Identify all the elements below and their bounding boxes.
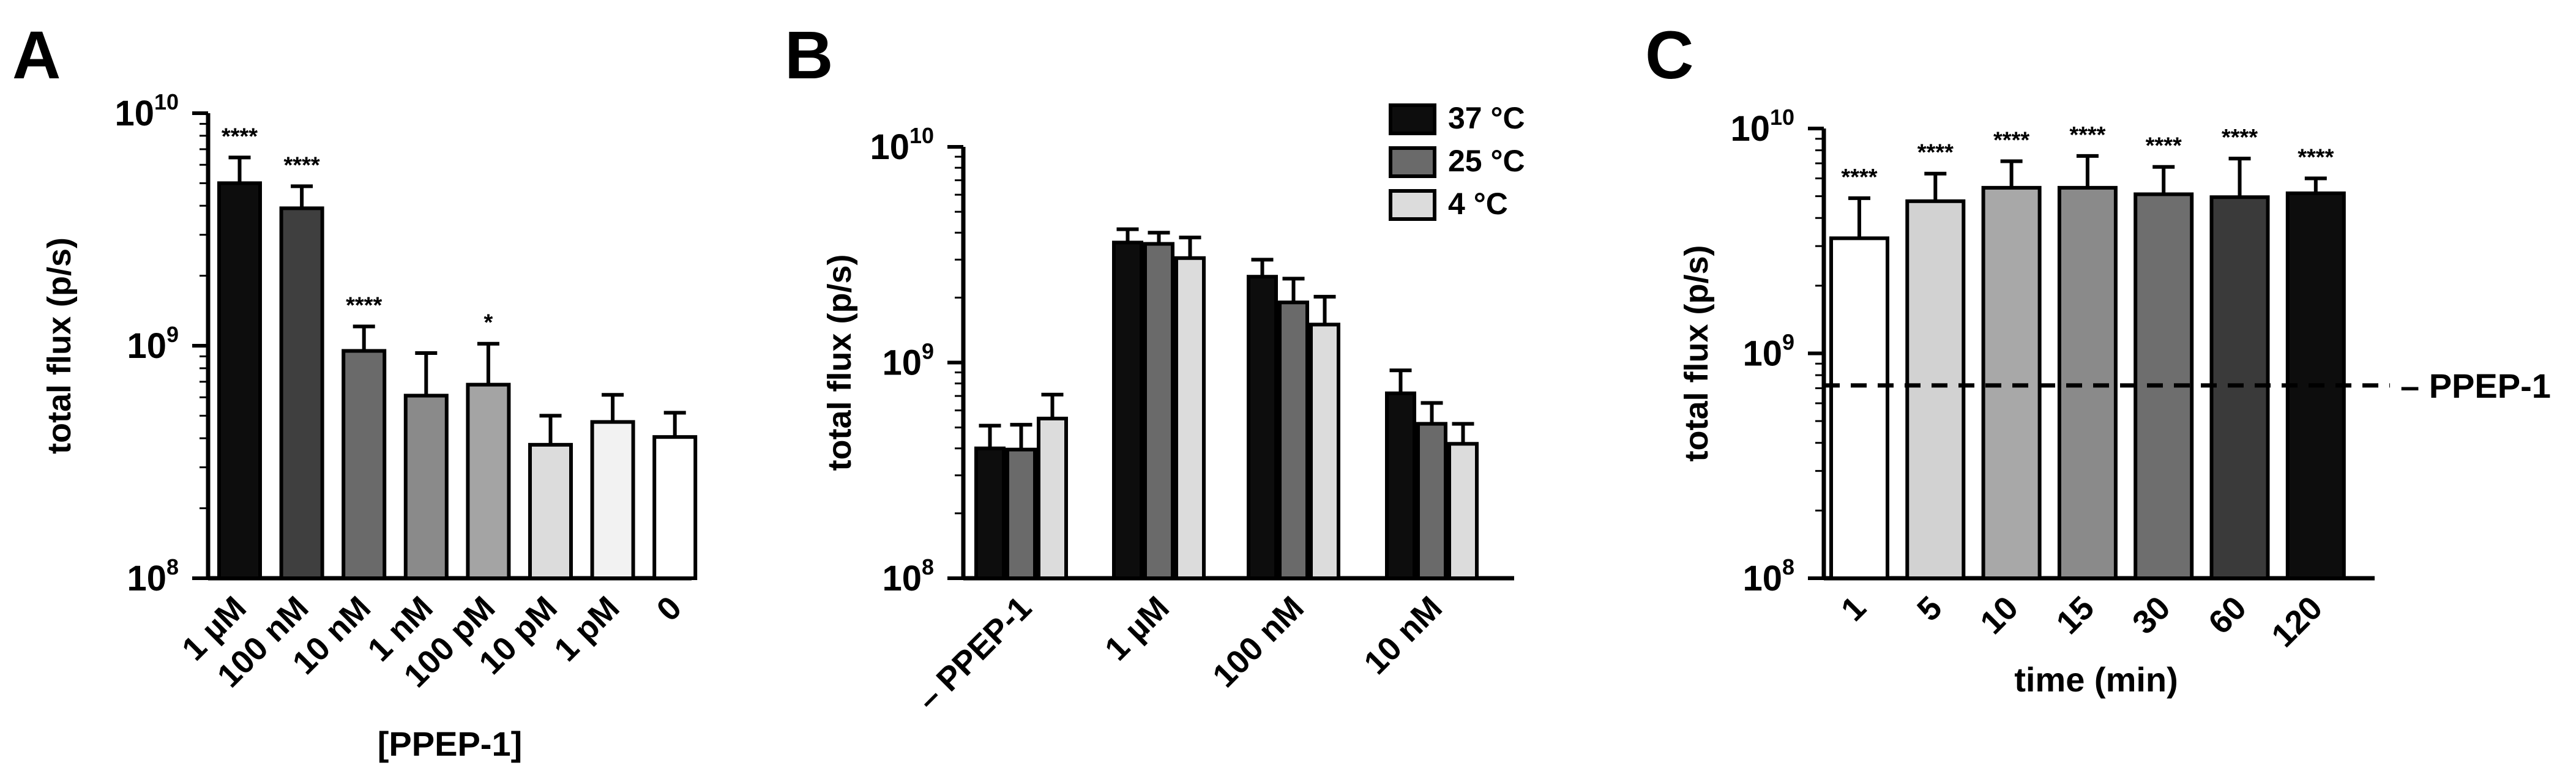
panel-letter-c: C — [1645, 18, 1693, 93]
panel-c-bar — [2057, 185, 2118, 581]
panel-a-bar — [342, 349, 387, 580]
panel-c-y-tick-base: 10 — [1742, 334, 1782, 374]
panel-a-significance: * — [484, 310, 493, 336]
panel-b-bar — [1006, 447, 1037, 580]
panel-c-y-tick-label: 109 — [1742, 330, 1794, 374]
panel-a-y-tick-label: 1010 — [114, 89, 179, 133]
panel-b-legend-label: 4 °C — [1448, 187, 1508, 221]
panel-b-y-tick-exponent: 10 — [909, 123, 934, 148]
panel-letter-b: B — [785, 18, 833, 93]
panel-b-bar — [974, 446, 1006, 581]
panel-c-bar — [1905, 199, 1966, 580]
panel-c-bar — [2209, 195, 2270, 580]
panel-b-y-tick-base: 10 — [870, 127, 909, 167]
panel-c-y-tick-label: 108 — [1742, 554, 1794, 598]
panel-a-y-tick-exponent: 9 — [166, 322, 179, 347]
panel-c-y-tick-label: 1010 — [1730, 105, 1794, 149]
panel-b-y-tick-label: 109 — [882, 339, 934, 383]
panel-c-y-tick-base: 10 — [1730, 109, 1770, 149]
panel-b-legend-label: 25 °C — [1448, 144, 1525, 178]
panel-c-significance: **** — [2146, 133, 2182, 159]
panel-b-bar — [1112, 240, 1143, 580]
panel-b-bar — [1143, 242, 1174, 580]
panel-a-category-label: 1 pM — [547, 589, 626, 668]
panel-b-y-axis-label: total flux (p/s) — [821, 255, 858, 471]
panel-a-significance: **** — [222, 124, 258, 149]
panel-a-bar — [528, 442, 573, 580]
panel-b-legend-label: 37 °C — [1448, 101, 1525, 135]
panel-b-bar — [1247, 275, 1278, 580]
panel-a-y-tick-base: 10 — [127, 559, 166, 598]
panel-b-bar — [1037, 417, 1068, 580]
panel-b-bar — [1174, 256, 1206, 580]
panel-c-category-label: 15 — [2049, 589, 2101, 641]
panel-b-legend-swatch — [1389, 103, 1436, 135]
panel-a-y-tick-label: 108 — [127, 554, 179, 598]
panel-a-x-axis-label: [PPEP-1] — [378, 724, 523, 763]
panel-b-bar — [1385, 391, 1416, 580]
panel-c-significance: **** — [2069, 122, 2105, 148]
panel-b-legend-swatch — [1389, 146, 1436, 178]
panel-letter-a: A — [12, 18, 61, 93]
panel-c-significance: **** — [1993, 128, 2029, 154]
panel-b-y-tick-exponent: 8 — [922, 554, 934, 579]
panel-b-bar — [1278, 300, 1309, 580]
panel-b-y-tick-base: 10 — [882, 343, 922, 383]
panel-a-y-tick-exponent: 10 — [154, 89, 179, 114]
panel-c-y-tick-exponent: 9 — [1782, 330, 1794, 355]
panel-a-bar — [403, 393, 449, 580]
panel-c-bar — [1981, 185, 2042, 581]
panel-b-category-label: 1 µM — [1098, 589, 1176, 668]
panel-a-significance: **** — [284, 152, 320, 178]
panel-c-y-tick-exponent: 8 — [1782, 554, 1794, 579]
panel-a-y-tick-base: 10 — [114, 94, 154, 133]
panel-a-bar — [652, 435, 698, 581]
panel-b-legend-swatch — [1389, 189, 1436, 221]
panel-c-x-axis-label: time (min) — [2014, 660, 2178, 699]
panel-b-bar — [1416, 422, 1447, 580]
panel-c-category-label: 60 — [2201, 589, 2253, 641]
panel-c-bar — [1829, 236, 1889, 580]
panel-b-y-tick-label: 1010 — [870, 123, 934, 167]
panel-a-bar — [217, 181, 262, 580]
panel-c-significance: **** — [2222, 125, 2258, 151]
panel-b-bar — [1309, 322, 1340, 581]
panel-c-category-label: 5 — [1910, 589, 1949, 628]
panel-b-category-label: – PPEP-1 — [910, 589, 1039, 718]
panel-c-category-label: 30 — [2126, 589, 2178, 641]
panel-c-significance: **** — [1917, 140, 1954, 166]
panel-a-bar — [279, 206, 324, 580]
panel-c-category-label: 10 — [1973, 589, 2025, 641]
panel-a-significance: **** — [346, 293, 382, 319]
panel-c-y-tick-exponent: 10 — [1770, 105, 1794, 130]
panel-c-y-axis-label: total flux (p/s) — [1678, 245, 1715, 462]
panel-a-y-axis-label: total flux (p/s) — [41, 237, 78, 454]
panel-a-y-tick-base: 10 — [127, 326, 166, 366]
panel-a-bar — [466, 382, 511, 580]
panel-a-category-label: 0 — [650, 589, 689, 628]
panel-c-significance: **** — [1841, 165, 1877, 190]
panel-c-reference-label: – PPEP-1 — [2400, 367, 2551, 405]
panel-c-significance: **** — [2298, 145, 2334, 171]
panel-b-y-tick-label: 108 — [882, 554, 934, 598]
panel-a-y-tick-label: 109 — [127, 322, 179, 366]
panel-c-category-label: 120 — [2264, 589, 2329, 654]
panel-c-y-tick-base: 10 — [1742, 559, 1782, 598]
panel-b-bar — [1447, 442, 1479, 580]
panel-b-category-label: 10 nM — [1357, 589, 1449, 682]
panel-c-category-label: 1 — [1834, 589, 1873, 628]
panel-b-y-tick-exponent: 9 — [922, 339, 934, 364]
panel-b-category-label: 100 nM — [1206, 589, 1311, 694]
panel-b-y-tick-base: 10 — [882, 559, 922, 598]
panel-a-bar — [590, 420, 635, 581]
panel-a-y-tick-exponent: 8 — [166, 554, 179, 579]
